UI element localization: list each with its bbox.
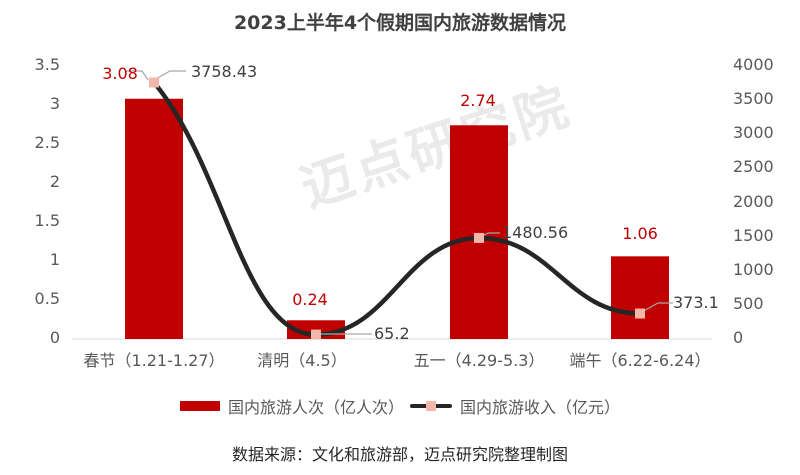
legend: 国内旅游人次（亿人次） 国内旅游收入（亿元） — [0, 394, 800, 418]
line-value-label: 65.2 — [374, 324, 410, 343]
x-category-label: 春节（1.21-1.27） — [83, 351, 225, 370]
source-note: 数据来源：文化和旅游部，迈点研究院整理制图 — [231, 445, 568, 464]
bar-value-label: 1.06 — [622, 224, 658, 243]
right-y-tick: 4000 — [733, 55, 774, 74]
left-y-tick: 1.5 — [34, 211, 60, 230]
revenue-line — [151, 80, 643, 337]
right-y-tick: 1000 — [733, 259, 774, 279]
legend-label-revenue: 国内旅游收入（亿元） — [460, 398, 621, 417]
line-marker[interactable] — [635, 308, 645, 319]
chart-title: 2023上半年4个假期国内旅游数据情况 — [233, 12, 567, 34]
right-y-tick: 3500 — [733, 89, 774, 109]
label-leader-lines — [126, 70, 673, 335]
line-value-label: 1480.56 — [502, 223, 569, 242]
line-value-label: 3758.43 — [191, 62, 258, 81]
legend-item-revenue[interactable]: 国内旅游收入（亿元） — [410, 394, 620, 418]
bar[interactable] — [125, 98, 183, 339]
right-y-tick: 1500 — [733, 225, 774, 245]
x-category-label: 端午（6.22-6.24） — [569, 351, 711, 370]
legend-item-visitors[interactable]: 国内旅游人次（亿人次） — [179, 394, 404, 418]
line-markers — [149, 77, 645, 340]
left-y-tick: 2 — [49, 172, 60, 191]
x-category-label: 清明（4.5） — [257, 351, 347, 370]
bar-swatch-icon — [179, 401, 220, 411]
bar-value-label: 2.74 — [460, 91, 496, 110]
left-y-tick: 0.5 — [34, 289, 60, 308]
line-marker[interactable] — [311, 329, 321, 340]
bar[interactable] — [450, 125, 508, 339]
line-value-label: 373.1 — [673, 293, 719, 312]
left-y-tick: 1 — [49, 250, 60, 269]
line-marker[interactable] — [474, 232, 484, 243]
left-y-tick: 0 — [49, 328, 60, 347]
right-y-tick: 3000 — [733, 123, 774, 143]
left-y-tick: 3.5 — [34, 55, 60, 74]
bar-series — [125, 98, 669, 339]
left-y-tick: 3 — [49, 94, 60, 113]
right-y-tick: 2500 — [733, 157, 774, 177]
left-y-tick: 2.5 — [34, 133, 60, 152]
right-y-tick: 500 — [733, 293, 764, 313]
right-y-tick: 0 — [733, 328, 744, 347]
bar-value-label: 3.08 — [102, 64, 138, 83]
x-category-label: 五一（4.29-5.3） — [413, 351, 545, 370]
bar-value-label: 0.24 — [292, 290, 328, 309]
legend-label-visitors: 国内旅游人次（亿人次） — [227, 398, 404, 417]
right-y-tick: 2000 — [733, 191, 774, 211]
bar[interactable] — [611, 256, 669, 339]
line-swatch-icon — [410, 399, 452, 413]
line-marker[interactable] — [149, 77, 159, 88]
